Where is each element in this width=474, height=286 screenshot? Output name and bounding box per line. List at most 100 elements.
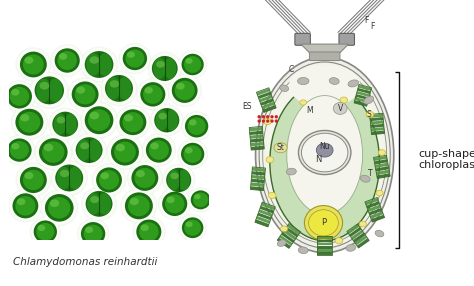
Ellipse shape (167, 170, 180, 190)
Ellipse shape (129, 198, 139, 205)
Polygon shape (251, 175, 265, 179)
Ellipse shape (92, 163, 126, 197)
Ellipse shape (100, 70, 137, 106)
Ellipse shape (3, 135, 36, 166)
Polygon shape (285, 227, 298, 237)
Ellipse shape (366, 111, 374, 118)
Circle shape (274, 115, 278, 118)
Polygon shape (369, 208, 382, 215)
Ellipse shape (289, 64, 360, 107)
Ellipse shape (85, 51, 113, 78)
Circle shape (266, 120, 269, 123)
Polygon shape (371, 215, 384, 222)
Ellipse shape (164, 165, 194, 195)
Ellipse shape (25, 57, 33, 64)
Ellipse shape (20, 167, 47, 193)
Ellipse shape (3, 80, 36, 113)
Polygon shape (347, 224, 360, 234)
Ellipse shape (145, 87, 153, 94)
Ellipse shape (36, 223, 55, 241)
Polygon shape (366, 201, 380, 208)
Ellipse shape (281, 226, 288, 232)
Polygon shape (255, 219, 269, 227)
Ellipse shape (116, 144, 125, 151)
Polygon shape (374, 156, 387, 161)
FancyBboxPatch shape (295, 33, 310, 45)
Ellipse shape (34, 221, 57, 243)
Polygon shape (252, 171, 265, 176)
Polygon shape (357, 238, 369, 248)
Circle shape (262, 120, 265, 123)
Ellipse shape (154, 108, 179, 132)
Text: P: P (321, 218, 326, 227)
Polygon shape (371, 124, 384, 128)
Ellipse shape (109, 80, 119, 88)
Ellipse shape (167, 74, 202, 107)
Ellipse shape (177, 170, 190, 190)
Text: M: M (306, 106, 312, 115)
Ellipse shape (17, 198, 26, 205)
Ellipse shape (378, 150, 385, 155)
Ellipse shape (264, 118, 271, 125)
Ellipse shape (127, 161, 163, 195)
Text: F: F (364, 16, 368, 25)
Ellipse shape (68, 167, 82, 189)
Ellipse shape (184, 220, 201, 236)
Circle shape (270, 115, 273, 118)
Ellipse shape (162, 164, 195, 196)
Ellipse shape (333, 102, 347, 114)
Ellipse shape (48, 197, 71, 219)
Ellipse shape (266, 157, 273, 163)
Ellipse shape (90, 56, 99, 64)
Ellipse shape (117, 106, 149, 138)
Polygon shape (259, 209, 273, 217)
Ellipse shape (11, 104, 48, 140)
Ellipse shape (298, 78, 309, 85)
Polygon shape (250, 186, 264, 190)
Polygon shape (370, 114, 383, 118)
Ellipse shape (86, 53, 100, 76)
Ellipse shape (11, 89, 19, 96)
Ellipse shape (16, 109, 43, 136)
Text: Nu: Nu (319, 142, 330, 151)
Ellipse shape (55, 164, 83, 191)
Polygon shape (374, 159, 388, 164)
Ellipse shape (182, 112, 211, 140)
Polygon shape (371, 127, 384, 131)
Polygon shape (259, 95, 273, 102)
Ellipse shape (146, 138, 172, 163)
Ellipse shape (178, 140, 207, 168)
Ellipse shape (176, 83, 185, 90)
Ellipse shape (48, 79, 63, 102)
Ellipse shape (268, 192, 276, 198)
Ellipse shape (140, 224, 149, 231)
Ellipse shape (39, 82, 49, 90)
Polygon shape (251, 146, 264, 150)
Text: S: S (366, 110, 371, 119)
Ellipse shape (48, 108, 82, 141)
Ellipse shape (266, 72, 383, 238)
Ellipse shape (82, 188, 116, 220)
Polygon shape (256, 216, 270, 224)
Ellipse shape (60, 170, 69, 177)
Ellipse shape (166, 196, 175, 203)
Ellipse shape (36, 79, 51, 102)
Ellipse shape (143, 135, 174, 165)
Polygon shape (376, 170, 390, 175)
Ellipse shape (35, 76, 64, 104)
Ellipse shape (137, 220, 161, 244)
Ellipse shape (25, 172, 33, 179)
Text: ES: ES (243, 102, 252, 111)
Ellipse shape (329, 78, 339, 84)
Polygon shape (257, 212, 272, 220)
Ellipse shape (67, 77, 103, 112)
Circle shape (270, 120, 273, 123)
Ellipse shape (18, 112, 40, 133)
Polygon shape (358, 85, 372, 91)
Ellipse shape (177, 139, 208, 169)
Ellipse shape (300, 100, 307, 105)
Ellipse shape (123, 47, 147, 70)
Ellipse shape (40, 189, 78, 226)
Polygon shape (249, 127, 263, 131)
Ellipse shape (375, 230, 384, 237)
